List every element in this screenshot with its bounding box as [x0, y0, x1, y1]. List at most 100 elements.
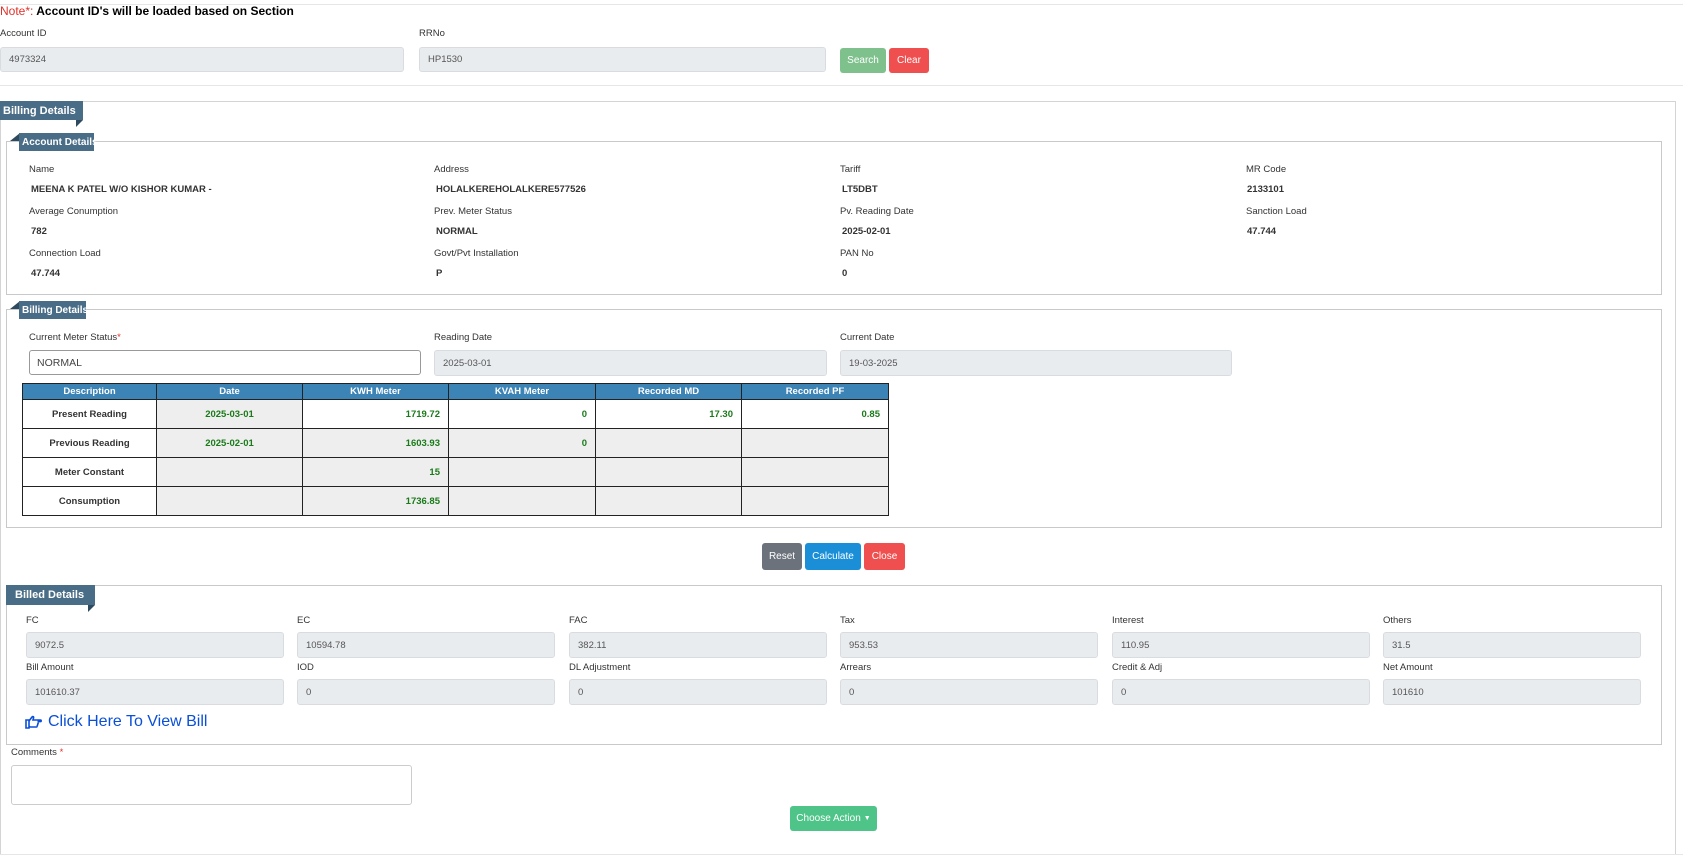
sanction-load-label: Sanction Load [1246, 206, 1307, 217]
current-meter-status-select[interactable]: NORMAL [29, 350, 421, 375]
pv-reading-date-label: Pv. Reading Date [840, 206, 914, 217]
present-kvah-input[interactable]: 0 [448, 399, 596, 429]
fc-input[interactable]: 9072.5 [26, 632, 284, 658]
tax-input[interactable]: 953.53 [840, 632, 1098, 658]
calculate-button[interactable]: Calculate [805, 543, 861, 570]
view-bill-link-text: Click Here To View Bill [48, 713, 208, 730]
arrears-input[interactable]: 0 [840, 679, 1098, 705]
billing-details-title: Billing Details [0, 101, 83, 120]
table-row: Present Reading 2025-03-01 1719.72 0 17.… [22, 399, 889, 429]
table-row: Meter Constant 15 [22, 457, 889, 487]
section-note: Note*: Account ID's will be loaded based… [0, 4, 294, 18]
row-description: Present Reading [22, 399, 157, 429]
credit-adj-label: Credit & Adj [1112, 662, 1163, 673]
meter-constant-cell: 15 [302, 457, 449, 487]
table-row: Consumption 1736.85 [22, 486, 889, 516]
current-meter-status-label: Current Meter Status* [29, 332, 121, 343]
present-kwh-input[interactable]: 1719.72 [302, 399, 449, 429]
billed-details-panel [6, 585, 1662, 745]
mr-code-value: 2133101 [1247, 184, 1284, 195]
others-input[interactable]: 31.5 [1383, 632, 1641, 658]
reading-date-input[interactable]: 2025-03-01 [434, 350, 827, 376]
col-kvah-meter: KVAH Meter [448, 383, 596, 400]
meter-reading-table: Description Date KWH Meter KVAH Meter Re… [22, 383, 889, 516]
tag-fold [88, 605, 95, 612]
mr-code-label: MR Code [1246, 164, 1287, 175]
account-id-input[interactable]: 4973324 [0, 47, 404, 72]
search-divider [0, 85, 1683, 86]
col-recorded-md: Recorded MD [595, 383, 742, 400]
close-button[interactable]: Close [864, 543, 905, 570]
caret-down-icon: ▼ [863, 815, 871, 822]
iod-input[interactable]: 0 [297, 679, 555, 705]
col-kwh-meter: KWH Meter [302, 383, 449, 400]
bill-amount-input[interactable]: 101610.37 [26, 679, 284, 705]
net-amount-label: Net Amount [1383, 662, 1433, 673]
average-consumption-value: 782 [31, 226, 47, 237]
interest-label: Interest [1112, 615, 1144, 626]
table-header-row: Description Date KWH Meter KVAH Meter Re… [22, 383, 889, 400]
empty-cell [156, 486, 303, 516]
empty-cell [448, 486, 596, 516]
ec-label: EC [297, 615, 311, 626]
prev-meter-status-value: NORMAL [436, 226, 478, 237]
connection-load-value: 47.744 [31, 268, 61, 279]
current-date-label: Current Date [840, 332, 895, 343]
comments-label-text: Comments [11, 747, 57, 758]
empty-cell [595, 428, 742, 458]
connection-load-label: Connection Load [29, 248, 101, 259]
col-recorded-pf: Recorded PF [741, 383, 889, 400]
row-description: Previous Reading [22, 428, 157, 458]
pv-reading-date-value: 2025-02-01 [842, 226, 891, 237]
hand-pointer-right-icon [25, 715, 43, 729]
current-meter-status-label-text: Current Meter Status [29, 332, 118, 343]
comments-textarea[interactable] [11, 765, 412, 805]
net-amount-input[interactable]: 101610 [1383, 679, 1641, 705]
table-row: Previous Reading 2025-02-01 1603.93 0 [22, 428, 889, 458]
recorded-md-input[interactable]: 17.30 [595, 399, 742, 429]
average-consumption-label: Average Conumption [29, 206, 119, 217]
address-value: HOLALKEREHOLALKERE577526 [436, 184, 586, 195]
fac-input[interactable]: 382.11 [569, 632, 827, 658]
current-date-input[interactable]: 19-03-2025 [840, 350, 1232, 376]
account-id-label: Account ID [0, 28, 47, 39]
rrno-label: RRNo [419, 28, 445, 39]
tax-label: Tax [840, 615, 855, 626]
meter-billing-title: Billing Details [19, 301, 88, 319]
others-label: Others [1383, 615, 1412, 626]
dl-adjustment-input[interactable]: 0 [569, 679, 827, 705]
pan-no-value: 0 [842, 268, 848, 279]
dl-adjustment-label: DL Adjustment [569, 662, 631, 673]
sanction-load-value: 47.744 [1247, 226, 1277, 237]
clear-button[interactable]: Clear [889, 48, 929, 73]
address-label: Address [434, 164, 469, 175]
row-description: Meter Constant [22, 457, 157, 487]
empty-cell [156, 457, 303, 487]
meter-billing-panel [6, 309, 1662, 528]
installation-type-label: Govt/Pvt Installation [434, 248, 519, 259]
search-button[interactable]: Search [840, 48, 886, 73]
present-date-cell: 2025-03-01 [156, 399, 303, 429]
previous-kvah-cell: 0 [448, 428, 596, 458]
previous-kwh-cell: 1603.93 [302, 428, 449, 458]
consumption-cell: 1736.85 [302, 486, 449, 516]
empty-cell [741, 486, 889, 516]
top-divider [0, 4, 1683, 5]
reset-button[interactable]: Reset [762, 543, 802, 570]
billed-details-title: Billed Details [6, 585, 95, 605]
tag-fold [76, 120, 83, 127]
bottom-divider [0, 854, 1683, 855]
arrears-label: Arrears [840, 662, 872, 673]
ec-input[interactable]: 10594.78 [297, 632, 555, 658]
col-date: Date [156, 383, 303, 400]
interest-input[interactable]: 110.95 [1112, 632, 1370, 658]
bill-amount-label: Bill Amount [26, 662, 74, 673]
recorded-pf-input[interactable]: 0.85 [741, 399, 889, 429]
choose-action-button[interactable]: Choose Action ▼ [790, 806, 877, 831]
account-details-panel [6, 141, 1662, 295]
view-bill-link[interactable]: Click Here To View Bill [25, 713, 207, 731]
required-mark: * [117, 332, 121, 343]
installation-type-value: P [436, 268, 443, 279]
credit-adj-input[interactable]: 0 [1112, 679, 1370, 705]
rrno-input[interactable]: HP1530 [419, 47, 826, 72]
